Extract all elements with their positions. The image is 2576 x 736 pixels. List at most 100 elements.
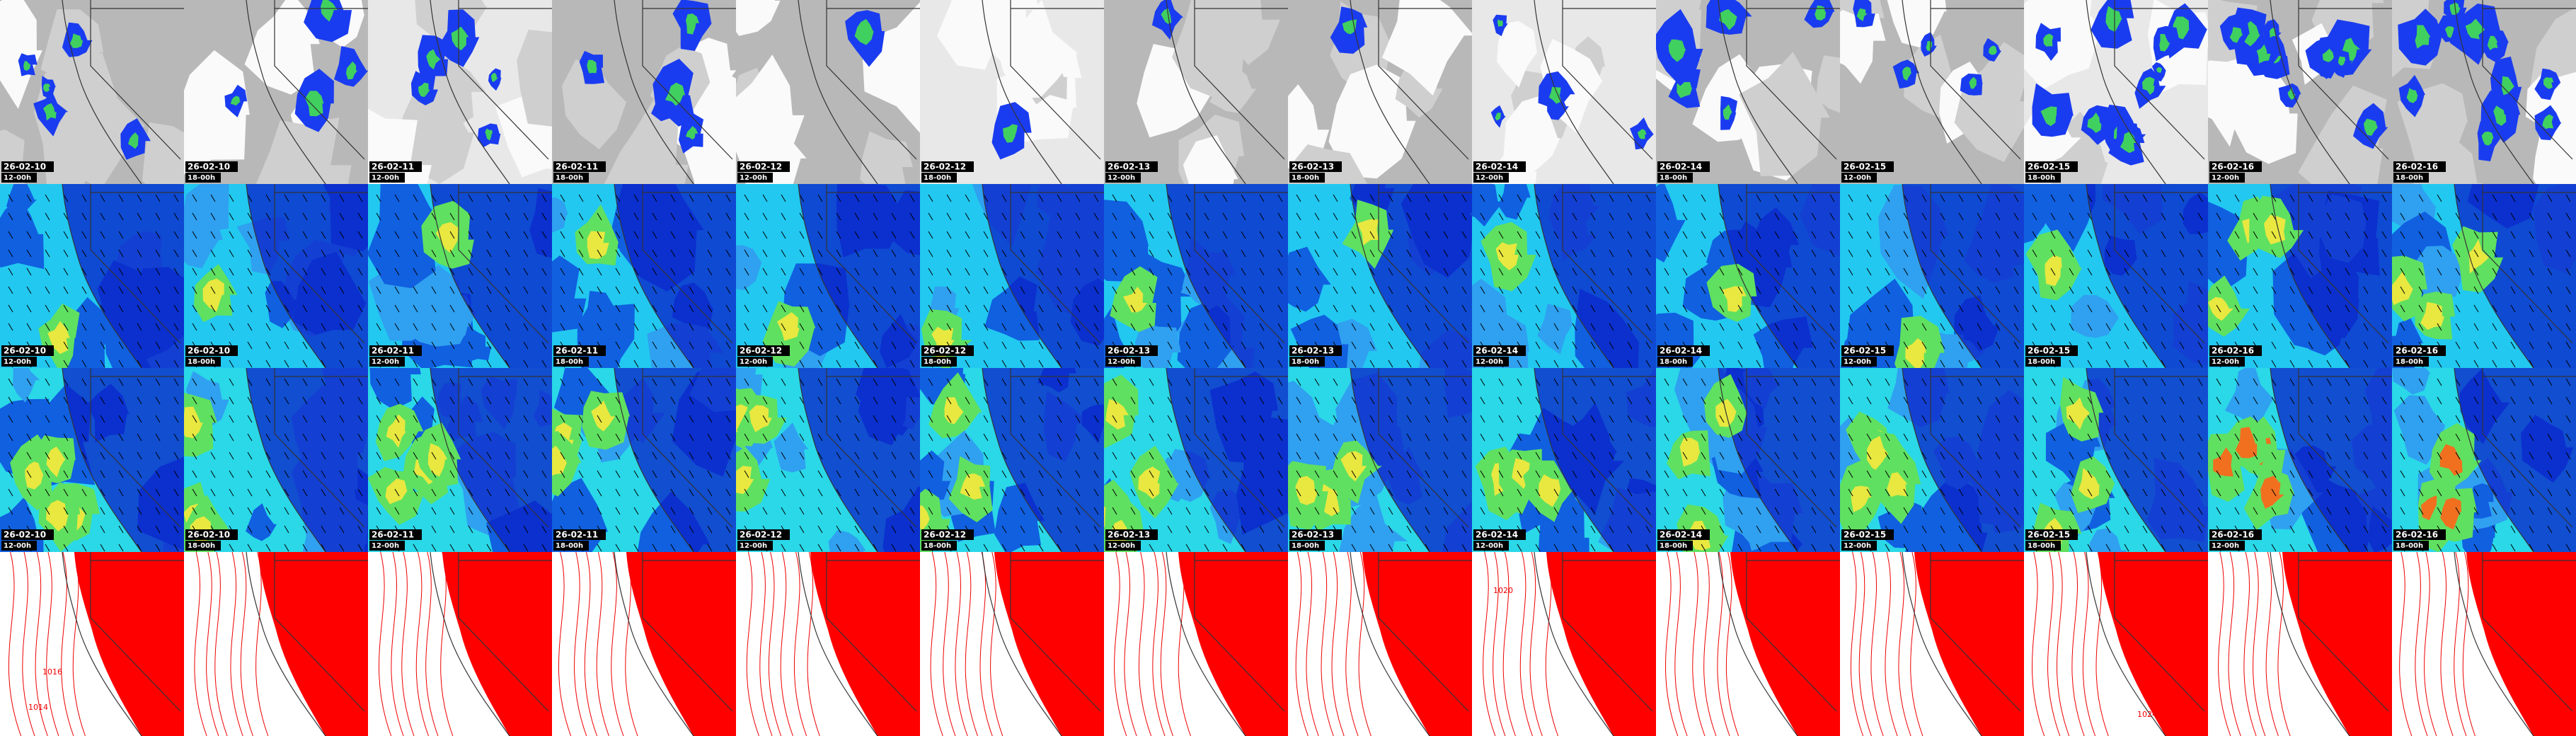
tile-body xyxy=(552,0,736,184)
wind-barb xyxy=(1369,231,1375,239)
wind-barb xyxy=(173,360,179,368)
wind-barb xyxy=(1406,525,1412,534)
wind-barb xyxy=(284,212,289,221)
wind-peak xyxy=(25,461,46,490)
coastline xyxy=(798,552,878,736)
wind-barb xyxy=(1443,507,1449,515)
wind-barb xyxy=(1480,268,1485,276)
wind-barb xyxy=(1204,396,1209,405)
wind-barb xyxy=(2069,470,2074,478)
wind-barb xyxy=(1277,452,1283,460)
land-wind xyxy=(2086,184,2208,368)
wind-barb xyxy=(229,378,234,386)
wind-barb xyxy=(2381,525,2387,534)
wind-barb xyxy=(1461,415,1467,423)
panel-date: 26-02-11 xyxy=(372,530,414,540)
wind-peak xyxy=(591,401,615,432)
wind-barb xyxy=(1517,268,1522,276)
wind-barb xyxy=(2234,304,2240,313)
wind-barb xyxy=(394,323,400,331)
state-border xyxy=(642,368,736,528)
wind-barb xyxy=(1793,452,1798,460)
wind-barb xyxy=(2253,415,2258,423)
wind-barb xyxy=(1590,525,1596,534)
panel-run: 12-00h xyxy=(740,174,767,182)
wind-barb xyxy=(2547,544,2553,552)
wind-barb xyxy=(909,212,915,221)
wind-barb xyxy=(210,212,216,221)
wind-barb xyxy=(2547,360,2553,368)
wind-barb xyxy=(2087,415,2093,423)
wind-barb xyxy=(670,433,676,442)
wind-barb xyxy=(486,470,492,478)
wind-barb xyxy=(1535,341,1541,350)
wind-barb xyxy=(854,360,860,368)
wind-barb xyxy=(615,544,621,552)
wind-barb xyxy=(357,488,363,497)
wind-barb xyxy=(1866,378,1872,386)
wind-barb xyxy=(81,249,87,258)
wind-barb xyxy=(909,396,915,405)
wind-barb xyxy=(2087,525,2093,534)
cloud xyxy=(860,131,913,184)
wind-barb xyxy=(1756,433,1761,442)
state-border xyxy=(1930,552,2024,712)
wind-barb xyxy=(118,268,124,276)
wind-barb xyxy=(1425,268,1430,276)
wind-barb xyxy=(1498,378,1504,386)
wind-barb xyxy=(652,249,657,258)
coastline xyxy=(1718,368,1798,552)
wind-barb xyxy=(1351,194,1357,202)
wind-barb xyxy=(468,360,473,368)
wind-barb xyxy=(2087,507,2093,515)
wind-barb xyxy=(1645,488,1651,497)
wind-barb xyxy=(1425,286,1430,294)
wind-barb xyxy=(2069,507,2074,515)
cloud xyxy=(142,122,184,184)
wind-barb xyxy=(817,433,823,442)
wind-barb xyxy=(2437,452,2442,460)
wind-barb xyxy=(1406,507,1412,515)
wind-barb xyxy=(965,488,970,497)
wind-barb xyxy=(413,378,418,386)
state-border xyxy=(2482,552,2576,712)
wind-barb xyxy=(1903,231,1909,239)
wind-barb xyxy=(413,268,418,276)
wind-barb xyxy=(1535,452,1541,460)
wind-barb xyxy=(1866,249,1872,258)
precip-core xyxy=(128,132,139,149)
wind-barb xyxy=(1222,488,1228,497)
wind-area xyxy=(1472,184,1504,227)
wind-barb xyxy=(1241,488,1246,497)
wind-barb xyxy=(2069,231,2074,239)
wind-barb xyxy=(63,212,69,221)
coastline xyxy=(2086,552,2166,736)
wind-barb xyxy=(1167,212,1173,221)
wind-barb xyxy=(2289,360,2295,368)
wind-barb xyxy=(1940,341,1945,350)
run-box xyxy=(1289,357,1325,367)
wind-barb xyxy=(1461,470,1467,478)
coastline xyxy=(430,0,510,184)
wind-barb xyxy=(45,323,50,331)
wind-barb xyxy=(1940,268,1945,276)
wind-barb xyxy=(983,415,989,423)
wind-barb xyxy=(1149,231,1154,239)
wind-barb xyxy=(965,378,970,386)
wind-barb xyxy=(2161,286,2166,294)
wind-barb xyxy=(1517,433,1522,442)
wind-barb xyxy=(1609,507,1614,515)
wind-barb xyxy=(1701,415,1706,423)
wind-barb xyxy=(633,194,639,202)
panel-run: 12-00h xyxy=(1844,358,1871,366)
wind-barb xyxy=(2179,231,2185,239)
wind-barb xyxy=(2105,341,2111,350)
wind-barb xyxy=(909,415,915,423)
wind-barb xyxy=(1903,304,1909,313)
wind-barb xyxy=(339,525,345,534)
wind-barb xyxy=(1627,415,1633,423)
wind-barb xyxy=(541,525,547,534)
wind-barb xyxy=(155,360,161,368)
wind-barb xyxy=(1756,194,1761,202)
